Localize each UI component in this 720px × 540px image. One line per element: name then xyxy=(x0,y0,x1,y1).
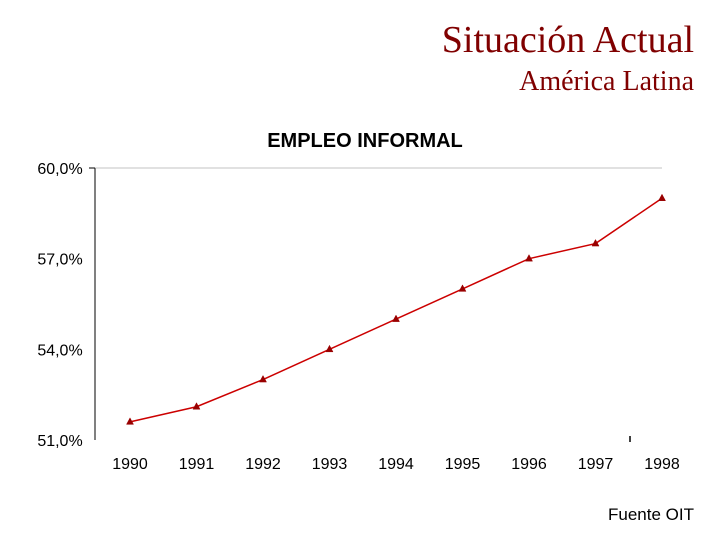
data-point xyxy=(658,193,666,201)
x-tick-label: 1992 xyxy=(245,456,281,473)
source-note: Fuente OIT xyxy=(608,505,694,524)
x-tick-label: 1998 xyxy=(644,456,680,473)
slide-subtitle: América Latina xyxy=(519,66,694,97)
chart-title: EMPLEO INFORMAL xyxy=(267,130,463,152)
y-tick-label: 57,0% xyxy=(37,252,82,269)
data-point xyxy=(591,239,600,247)
slide-title: Situación Actual xyxy=(441,19,694,61)
data-point xyxy=(192,402,201,410)
y-tick-label: 54,0% xyxy=(37,342,82,359)
x-tick-label: 1996 xyxy=(511,456,547,473)
y-tick-label: 51,0% xyxy=(37,433,82,450)
x-tick-label: 1994 xyxy=(378,456,414,473)
data-point xyxy=(325,344,334,353)
x-tick-label: 1991 xyxy=(179,456,215,473)
data-point xyxy=(458,284,467,292)
data-point xyxy=(126,417,134,425)
data-point xyxy=(525,254,533,262)
x-tick-label: 1993 xyxy=(312,456,348,473)
series-line xyxy=(129,197,663,423)
x-tick-label: 1990 xyxy=(112,456,148,473)
x-tick-label: 1995 xyxy=(445,456,481,473)
data-point xyxy=(392,314,400,322)
x-tick-label: 1997 xyxy=(578,456,614,473)
y-tick-label: 60,0% xyxy=(37,161,82,178)
data-point xyxy=(259,375,267,383)
